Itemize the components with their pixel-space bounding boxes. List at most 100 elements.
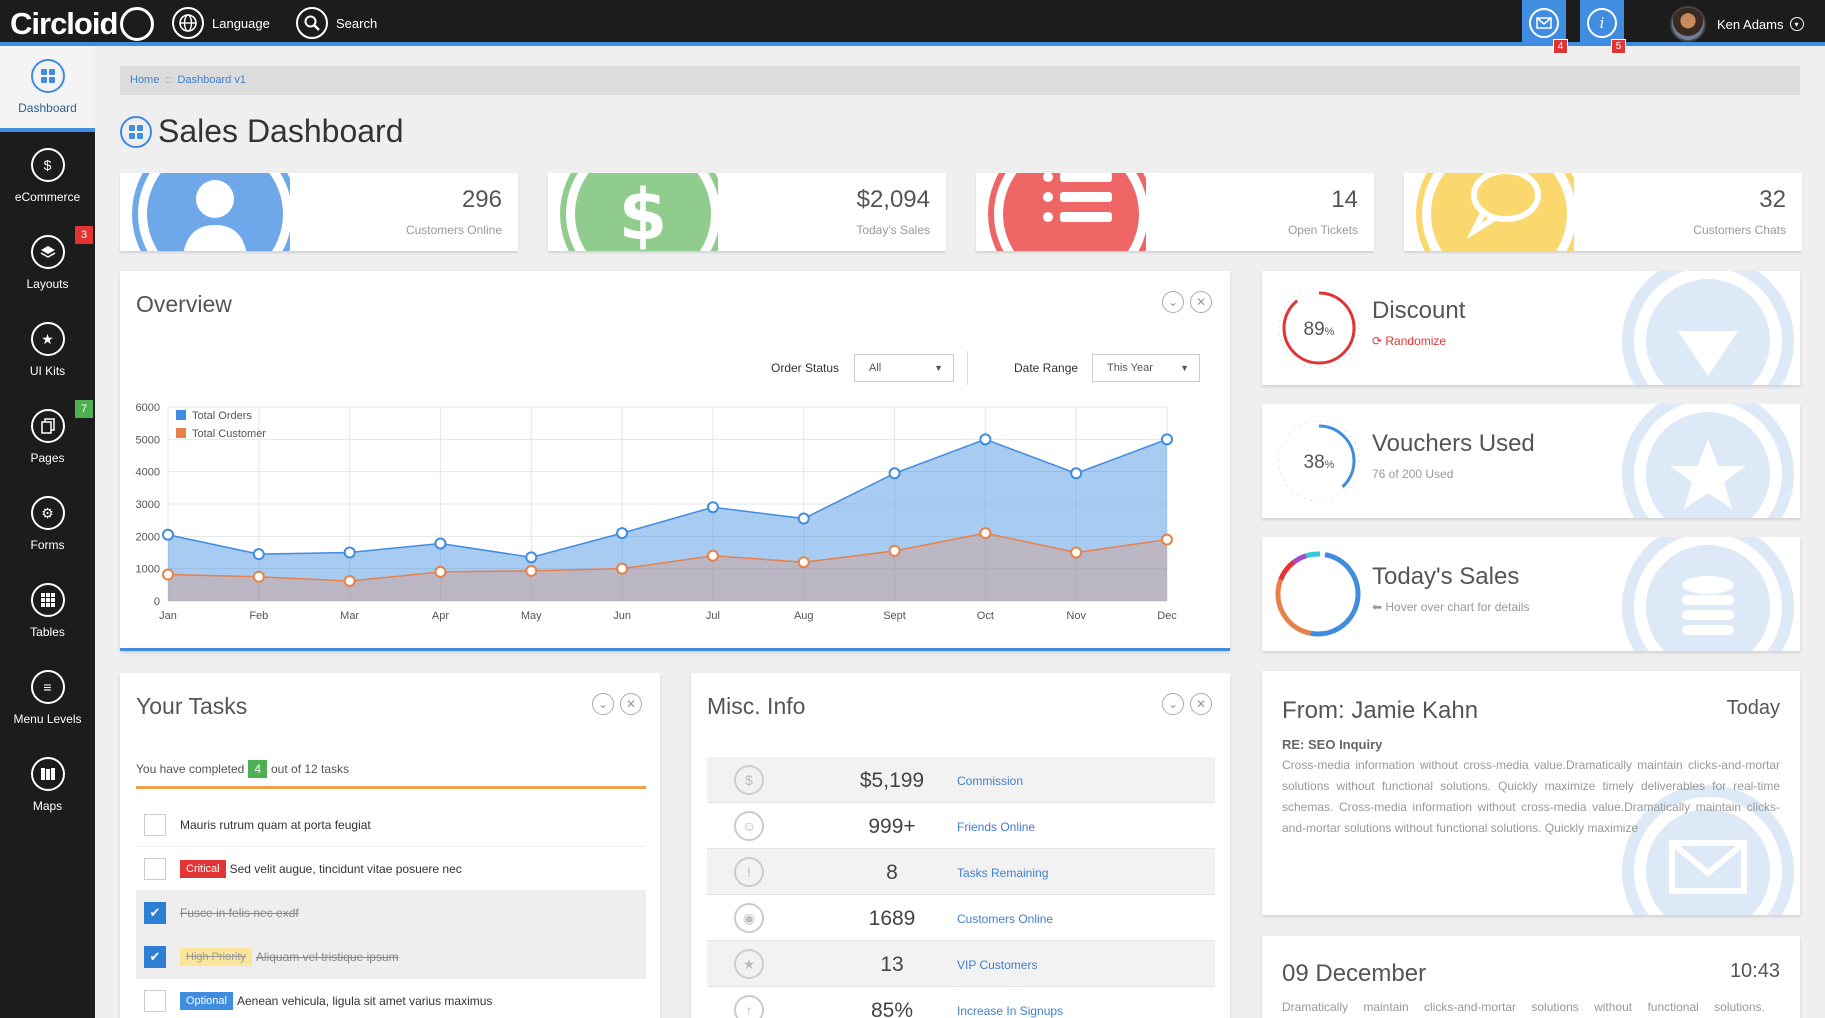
pages-badge: 7	[75, 400, 93, 418]
sales-donut-chart[interactable]	[1270, 546, 1366, 642]
discount-unit: %	[1324, 326, 1335, 338]
user-menu[interactable]: Ken Adams ▾	[1670, 6, 1804, 42]
search-label: Search	[336, 15, 378, 31]
data-point	[1070, 467, 1083, 480]
sidebar-item-forms[interactable]: ⚙ Forms	[0, 481, 95, 567]
y-tick-label: 6000	[136, 402, 160, 414]
caret-down-icon: ▼	[1180, 363, 1189, 373]
y-tick-label: 3000	[136, 499, 160, 511]
sidebar-item-label: Menu Levels	[13, 712, 82, 726]
misc-link[interactable]: VIP Customers	[957, 958, 1038, 972]
sidebar-item-layouts[interactable]: 3 Layouts	[0, 220, 95, 306]
collapse-icon[interactable]: ⌄	[1162, 693, 1184, 715]
discount-percent: 89	[1303, 319, 1325, 340]
x-tick-label: Nov	[1066, 610, 1086, 622]
data-point	[525, 551, 538, 564]
sidebar-item-label: Layouts	[26, 277, 69, 291]
message-card: From: Jamie Kahn Today RE: SEO Inquiry C…	[1262, 671, 1800, 915]
misc-value: $5,199	[859, 769, 925, 792]
misc-link[interactable]: Tasks Remaining	[957, 866, 1049, 880]
sidebar-item-pages[interactable]: 7 Pages	[0, 394, 95, 480]
randomize-link[interactable]: ⟳ Randomize	[1372, 334, 1446, 348]
data-point	[252, 570, 265, 583]
discount-card: 89% Discount ⟳ Randomize	[1262, 271, 1800, 385]
overview-chart[interactable]: 0 1000 2000 3000 4000 5000 6000 Jan Feb Mar Apr May…	[120, 271, 1230, 651]
info-notification-button[interactable]: i 5	[1580, 0, 1626, 54]
mail-notification-button[interactable]: 4	[1522, 0, 1568, 54]
tasks-progress-fill	[136, 786, 646, 789]
task-checkbox-checked[interactable]: ✔	[144, 901, 166, 924]
task-item[interactable]: Critical Sed velit augue, tincidunt vita…	[136, 847, 646, 891]
sidebar-item-dashboard[interactable]: Dashboard	[0, 46, 95, 132]
sidebar-item-tables[interactable]: Tables	[0, 568, 95, 654]
sidebar-item-label: UI Kits	[29, 364, 66, 378]
sidebar-item-ecommerce[interactable]: $ eCommerce	[0, 133, 95, 219]
task-item[interactable]: Optional Aenean vehicula, ligula sit ame…	[136, 979, 646, 1018]
close-icon[interactable]: ✕	[620, 693, 642, 715]
sidebar-item-menu-levels[interactable]: ≡ Menu Levels	[0, 655, 95, 741]
page-title: Sales Dashboard	[120, 113, 403, 150]
stat-value: 14	[1331, 186, 1358, 213]
collapse-icon[interactable]: ⌄	[1162, 291, 1184, 313]
misc-row: ! 8 Tasks Remaining	[707, 849, 1215, 895]
pages-icon	[30, 409, 65, 443]
critical-tag: Critical	[180, 859, 226, 878]
sidebar-item-maps[interactable]: Maps	[0, 742, 95, 828]
task-checkbox-checked[interactable]: ✔	[144, 945, 166, 968]
task-item[interactable]: ✔ High Priority Aliquam vel tristique ip…	[136, 935, 646, 979]
star-bg-icon	[1622, 404, 1794, 518]
breadcrumb-separator: ::	[165, 74, 172, 86]
data-point	[525, 564, 538, 577]
breadcrumb-home[interactable]: Home	[130, 74, 160, 86]
misc-link[interactable]: Friends Online	[957, 820, 1036, 834]
misc-link[interactable]: Commission	[957, 774, 1024, 788]
logo[interactable]: Circloid	[10, 6, 155, 42]
sidebar-item-ui-kits[interactable]: ★ UI Kits	[0, 307, 95, 393]
order-status-select[interactable]: All ▼	[854, 354, 954, 382]
sidebar-item-label: Maps	[32, 799, 63, 813]
star-icon: ★	[734, 949, 764, 979]
series-area-0	[168, 439, 1167, 601]
stat-label: Today's Sales	[856, 223, 930, 237]
language-menu[interactable]: Language	[172, 7, 270, 39]
task-text: Aliquam vel tristique ipsum	[255, 949, 399, 964]
misc-value: 999+	[868, 815, 916, 838]
y-tick-label: 1000	[136, 564, 160, 576]
date-range-select[interactable]: This Year ▼	[1092, 354, 1200, 382]
series-line-1	[167, 532, 1168, 582]
legend-swatch	[176, 410, 186, 420]
close-icon[interactable]: ✕	[1190, 693, 1212, 715]
stat-label: Customers Online	[405, 223, 502, 237]
hover-hint: ⬅ Hover over chart for details	[1372, 600, 1529, 614]
breadcrumb-current[interactable]: Dashboard v1	[177, 74, 246, 86]
data-point	[434, 565, 447, 578]
data-point	[1161, 433, 1173, 446]
grid-icon	[30, 59, 65, 93]
globe-icon	[172, 7, 204, 39]
task-item[interactable]: ✔ Fusce in felis nec exdf	[136, 891, 646, 935]
page-title-text: Sales Dashboard	[158, 113, 404, 149]
task-checkbox[interactable]	[144, 857, 166, 880]
randomize-label: Randomize	[1385, 334, 1447, 348]
vouchers-percent: 38	[1303, 452, 1325, 473]
language-label: Language	[212, 15, 270, 31]
collapse-icon[interactable]: ⌄	[592, 693, 614, 715]
task-item[interactable]: Mauris rutrum quam at porta feugiat	[136, 803, 646, 847]
search-button[interactable]: Search	[296, 7, 377, 39]
task-checkbox[interactable]	[144, 813, 166, 836]
vouchers-gauge-value: 38%	[1274, 452, 1364, 474]
grid-icon	[120, 115, 152, 148]
stat-value: 296	[461, 186, 502, 213]
misc-link[interactable]: Increase In Signups	[957, 1004, 1064, 1018]
arrow-up-icon: ↑	[734, 995, 764, 1018]
overview-title: Overview	[136, 291, 232, 317]
date-card-text: Dramatically maintain clicks-and-mortar …	[1282, 1000, 1765, 1014]
data-point	[343, 574, 356, 587]
stat-value: 32	[1759, 186, 1786, 213]
close-icon[interactable]: ✕	[1190, 291, 1212, 313]
misc-link[interactable]: Customers Online	[957, 912, 1054, 926]
y-tick-label: 0	[154, 596, 160, 608]
vouchers-unit: %	[1324, 459, 1335, 471]
x-tick-label: Jun	[613, 610, 631, 622]
task-checkbox[interactable]	[144, 990, 166, 1012]
